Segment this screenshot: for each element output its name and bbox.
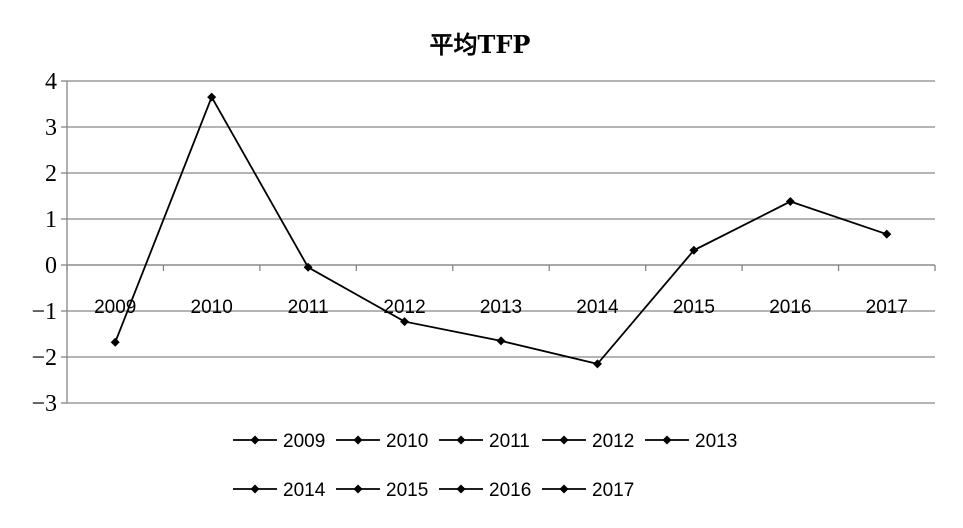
x-tick-label: 2016: [769, 297, 811, 318]
legend-marker: [353, 435, 363, 445]
chart-title: 平均TFP: [430, 30, 531, 59]
legend-marker: [456, 484, 466, 494]
legend-label: 2013: [695, 431, 737, 452]
y-tick-label: −3: [31, 391, 57, 417]
x-tick-labels: 2009 2010 2011 2012 2013 2014 2015 2016 2017: [94, 297, 908, 318]
y-tick-label: 4: [45, 69, 57, 95]
legend-marker: [559, 435, 569, 445]
legend-marker: [250, 484, 260, 494]
legend-label: 2012: [592, 431, 634, 452]
data-point: [400, 317, 410, 327]
legend-label: 2009: [283, 431, 325, 452]
data-point: [785, 197, 795, 207]
data-point: [303, 262, 313, 272]
legend-marker: [250, 435, 260, 445]
legend-item: 2014: [233, 480, 326, 501]
legend-item: 2010: [336, 431, 428, 452]
data-point: [882, 229, 892, 239]
legend-marker: [456, 435, 466, 445]
data-point: [592, 359, 602, 369]
legend-item: 2015: [336, 480, 428, 501]
data-point: [689, 245, 699, 255]
x-tick-label: 2009: [94, 297, 136, 318]
y-tick-label: 2: [45, 161, 57, 187]
legend-item: 2012: [542, 431, 634, 452]
x-tick-label: 2015: [673, 297, 715, 318]
legend-label: 2016: [489, 480, 531, 501]
legend: 2009 2010 2011 2012 2013 2014 2015 2016 2017: [233, 431, 737, 501]
x-tick-label: 2011: [288, 297, 329, 318]
data-point: [496, 336, 506, 346]
legend-label: 2017: [592, 480, 634, 501]
y-tick-label: 0: [45, 253, 57, 279]
x-tick-label: 2017: [866, 297, 908, 318]
axes: [61, 80, 936, 404]
y-tick-label: 1: [45, 207, 57, 233]
legend-marker: [353, 484, 363, 494]
legend-label: 2011: [489, 431, 530, 452]
legend-marker: [662, 435, 672, 445]
legend-item: 2016: [439, 480, 531, 501]
legend-label: 2015: [386, 480, 428, 501]
data-point: [207, 92, 217, 102]
x-tick-label: 2012: [383, 297, 425, 318]
data-point: [110, 337, 120, 347]
gridlines: [67, 80, 935, 404]
x-tick-label: 2013: [480, 297, 522, 318]
y-tick-labels: 4 3 2 1 0 −1 −2 −3: [31, 69, 57, 417]
y-tick-label: −2: [31, 345, 57, 371]
x-tick-label: 2010: [191, 297, 233, 318]
legend-marker: [559, 484, 569, 494]
series-line: [114, 95, 888, 365]
legend-label: 2014: [283, 480, 326, 501]
legend-item: 2009: [233, 431, 325, 452]
legend-item: 2017: [542, 480, 634, 501]
legend-item: 2011: [439, 431, 530, 452]
legend-item: 2013: [645, 431, 737, 452]
y-tick-label: −1: [31, 299, 57, 325]
legend-label: 2010: [386, 431, 428, 452]
x-tick-label: 2014: [576, 297, 619, 318]
series-average-tfp: [110, 92, 892, 369]
y-tick-label: 3: [45, 115, 57, 141]
